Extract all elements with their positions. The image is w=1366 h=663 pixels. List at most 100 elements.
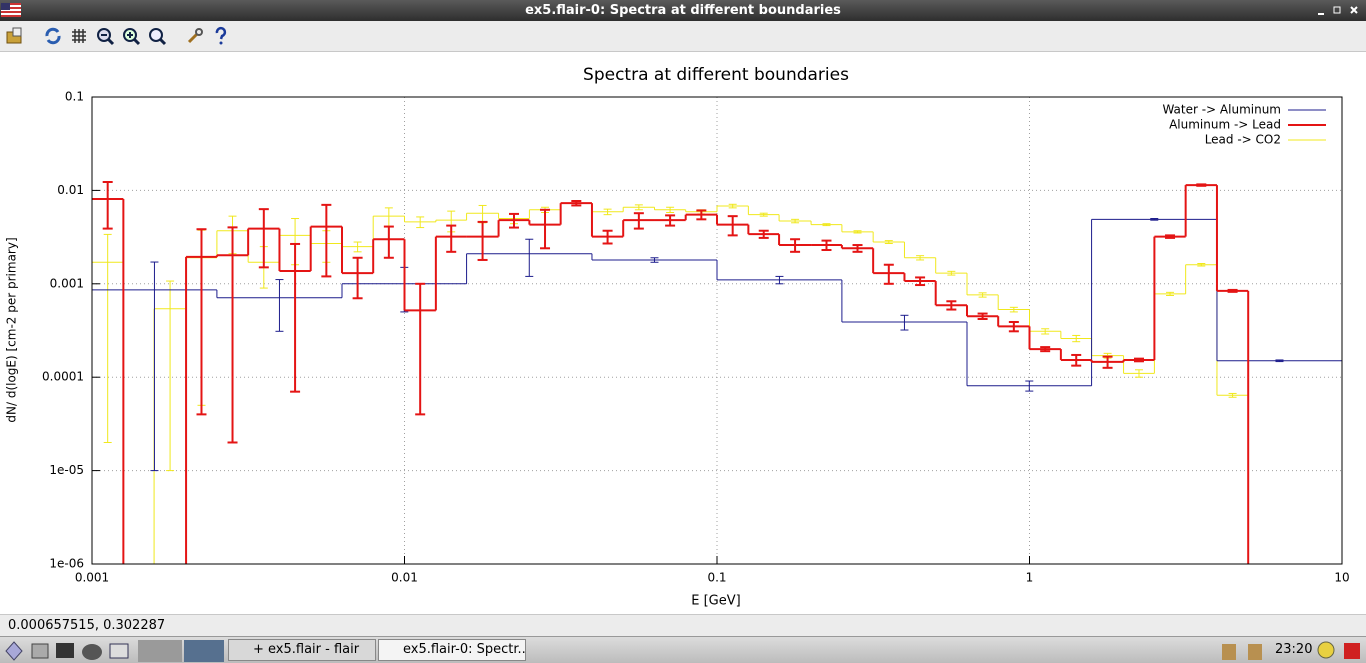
error-bar	[1009, 306, 1018, 313]
error-bar	[1025, 380, 1034, 392]
error-bar	[727, 215, 738, 237]
error-bar	[1166, 291, 1175, 296]
error-bar	[196, 228, 207, 416]
error-bar	[1041, 328, 1050, 335]
legend-label: Water -> Aluminum	[1162, 103, 1281, 117]
error-bar	[946, 300, 957, 311]
window-controls[interactable]	[1314, 3, 1364, 18]
launcher-icons[interactable]	[4, 640, 224, 662]
error-bar	[166, 280, 175, 472]
error-bar	[822, 223, 831, 227]
error-bar	[508, 212, 519, 229]
refresh-button[interactable]	[43, 26, 63, 46]
error-bar	[1102, 355, 1113, 369]
flag-icon	[1, 3, 21, 17]
error-bar	[947, 270, 956, 276]
clock: 23:20	[1275, 642, 1313, 657]
help-button[interactable]	[211, 26, 231, 46]
error-bar	[1227, 288, 1238, 293]
error-bar	[790, 238, 801, 253]
error-bar	[916, 255, 925, 261]
error-bar	[525, 238, 534, 277]
error-bar	[915, 276, 926, 287]
error-bar	[853, 230, 862, 234]
x-tick-label: 0.01	[391, 571, 418, 585]
cursor-coordinates: 0.000657515, 0.302287	[8, 618, 166, 633]
error-bar	[1228, 392, 1237, 398]
error-bar	[1275, 359, 1284, 363]
error-bar	[758, 229, 769, 239]
error-bar	[103, 233, 112, 443]
legend-label: Lead -> CO2	[1205, 133, 1281, 147]
error-bar	[290, 242, 301, 393]
error-bar	[978, 292, 987, 298]
legend-label: Aluminum -> Lead	[1169, 118, 1281, 132]
error-bar	[665, 214, 676, 227]
error-bar	[883, 263, 894, 285]
zoom-out-button[interactable]	[95, 26, 115, 46]
error-bar	[150, 261, 159, 472]
x-axis-label: E [GeV]	[691, 594, 740, 609]
error-bar	[446, 224, 457, 253]
y-tick-label: 0.0001	[42, 370, 84, 384]
error-bar	[1165, 234, 1176, 239]
tray-icons[interactable]	[1218, 640, 1268, 662]
error-bar	[1071, 353, 1082, 367]
series-marks	[92, 181, 1342, 564]
error-bar	[1008, 320, 1019, 333]
error-bar	[1133, 357, 1144, 363]
error-bar	[227, 226, 238, 444]
error-bar	[775, 275, 784, 285]
error-bar	[1040, 346, 1051, 353]
x-tick-label: 0.1	[707, 571, 726, 585]
error-bar	[1150, 218, 1159, 221]
zoom-in-button[interactable]	[121, 26, 141, 46]
error-bar	[416, 216, 425, 229]
y-tick-label: 1e-05	[49, 463, 84, 477]
task-button[interactable]: ex5.flair-0: Spectr...	[378, 639, 526, 661]
grid	[92, 97, 1342, 564]
error-bar	[1197, 262, 1206, 267]
error-bar	[321, 203, 332, 278]
status-bar: 0.000657515, 0.302287	[0, 614, 1366, 636]
error-bar	[102, 181, 113, 230]
y-tick-label: 0.001	[50, 276, 84, 290]
error-bar	[353, 241, 362, 253]
window-title: ex5.flair-0: Spectra at different bounda…	[525, 3, 841, 18]
taskbar: + ex5.flair - flair ex5.flair-0: Spectr.…	[0, 636, 1366, 663]
error-bar	[477, 220, 488, 261]
y-tick-label: 0.01	[57, 183, 84, 197]
error-bar	[852, 244, 863, 253]
error-bar	[352, 256, 363, 300]
y-tick-label: 0.1	[65, 90, 84, 104]
series	[92, 218, 1342, 564]
open-button[interactable]	[5, 26, 25, 46]
grid-button[interactable]	[69, 26, 89, 46]
error-bar	[1134, 369, 1143, 378]
zoom-fit-button[interactable]	[147, 26, 167, 46]
error-bar	[666, 206, 675, 213]
plot: Spectra at different boundaries E [GeV] …	[5, 65, 1350, 609]
x-tick-label: 1	[1026, 571, 1034, 585]
error-bar	[603, 208, 612, 216]
error-bar	[1196, 183, 1207, 187]
error-bar	[602, 229, 613, 245]
y-axis-label: dN/ d(logE) [cm-2 per primary]	[5, 237, 19, 422]
title-bar: ex5.flair-0: Spectra at different bounda…	[0, 0, 1366, 21]
error-bar	[571, 200, 582, 207]
error-bar	[1072, 334, 1081, 343]
error-bar	[650, 257, 659, 263]
error-bar	[791, 218, 800, 224]
y-tick-label: 1e-06	[49, 557, 84, 571]
x-tick-label: 0.001	[75, 571, 109, 585]
error-bar	[821, 239, 832, 252]
error-bar	[258, 208, 269, 269]
error-bar	[759, 212, 768, 217]
settings-button[interactable]	[185, 26, 205, 46]
system-icons[interactable]	[1316, 639, 1364, 663]
series	[92, 181, 1250, 564]
error-bar	[696, 209, 707, 221]
task-button[interactable]: + ex5.flair - flair	[228, 639, 376, 661]
